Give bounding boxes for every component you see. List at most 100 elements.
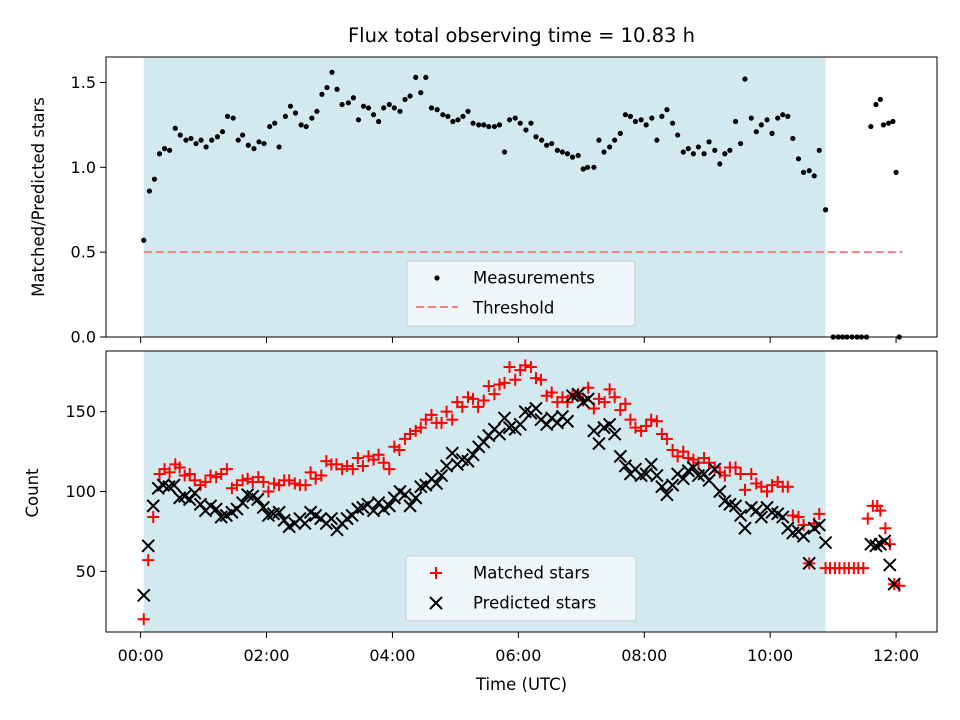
predicted-star-point: [209, 502, 223, 516]
measurement-point: [345, 100, 351, 106]
matched-star-point: [857, 562, 870, 575]
measurement-point: [544, 142, 550, 148]
measurement-point: [292, 110, 299, 116]
measurement-point: [607, 144, 613, 150]
matched-star-point: [792, 511, 805, 524]
measurement-point: [491, 123, 498, 130]
measurement-point: [654, 137, 660, 143]
measurement-point: [742, 76, 748, 82]
y-tick-label: 150: [65, 402, 96, 421]
measurement-point: [701, 151, 707, 157]
measurement-point: [146, 188, 153, 194]
measurement-point: [282, 113, 289, 119]
predicted-star-point: [513, 417, 527, 432]
matched-star-point: [346, 463, 359, 476]
matched-star-point: [183, 467, 196, 480]
measurement-point: [795, 156, 802, 162]
measurement-point: [539, 137, 545, 143]
measurement-point: [324, 84, 330, 91]
predicted-star-point: [644, 457, 658, 472]
measurement-point: [465, 108, 471, 114]
legend-predicted-label: Predicted stars: [473, 594, 596, 613]
measurement-point: [617, 130, 623, 136]
matched-star-point: [677, 445, 690, 458]
matched-star-point: [614, 404, 627, 417]
ratio-marks: [141, 69, 902, 340]
predicted-star-point: [587, 424, 601, 438]
matched-star-point: [446, 413, 459, 426]
measurement-point: [868, 123, 874, 130]
predicted-star-point: [776, 510, 790, 524]
measurement-point: [664, 107, 670, 113]
measurement-point: [481, 122, 487, 128]
measurement-point: [737, 140, 744, 147]
matched-star-point: [372, 448, 385, 461]
measurement-point: [769, 130, 775, 136]
measurement-point: [434, 107, 440, 113]
measurement-point: [151, 176, 158, 182]
measurement-point: [209, 137, 215, 143]
measurement-point: [885, 120, 892, 126]
measurement-point: [235, 137, 241, 143]
predicted-star-point: [738, 521, 752, 535]
measurement-point: [428, 105, 435, 111]
measurement-point: [272, 120, 278, 126]
measurement-point: [166, 147, 173, 153]
matched-star-point: [163, 466, 176, 479]
measurement-point: [319, 91, 325, 97]
measurement-point: [381, 105, 387, 111]
y-tick-label: 0.0: [71, 328, 96, 347]
predicted-star-point: [398, 487, 412, 502]
matched-star-point: [519, 359, 532, 372]
x-tick-label: 00:00: [118, 646, 164, 665]
matched-star-point: [498, 376, 511, 389]
y-tick-label: 1.0: [71, 158, 96, 177]
predicted-star-point: [324, 511, 339, 526]
matched-star-point: [861, 512, 874, 525]
predicted-star-point: [713, 484, 727, 499]
matched-star-point: [204, 469, 217, 482]
counts-panel: 50 100 150 00:00 02:00 04:00 06:00 08:00 10:00 1…: [23, 350, 938, 694]
measurement-point: [183, 137, 189, 143]
matched-star-point: [257, 475, 270, 488]
measurement-point: [370, 112, 377, 118]
measurement-point: [685, 146, 691, 152]
measurement-point: [476, 122, 482, 128]
matched-star-point: [883, 538, 896, 551]
measurement-point: [339, 101, 345, 108]
measurement-point: [873, 101, 879, 108]
matched-star-point: [220, 463, 233, 476]
measurement-point: [800, 169, 807, 175]
measurement-point: [601, 149, 607, 155]
y-tick-label: 100: [65, 482, 96, 501]
matched-star-point: [619, 397, 632, 410]
measurement-point: [161, 146, 168, 152]
x-tick-label: 06:00: [495, 646, 541, 665]
measurement-point: [758, 122, 764, 128]
predicted-star-point: [439, 459, 454, 473]
legend-measurements-marker: [434, 275, 440, 281]
predicted-star-point: [818, 535, 833, 550]
x-tick-label: 08:00: [621, 646, 667, 665]
matched-star-point: [414, 421, 427, 434]
measurement-point: [445, 113, 451, 119]
measurement-point: [816, 147, 822, 153]
measurement-point: [727, 147, 733, 153]
predicted-star-point: [878, 534, 892, 548]
ratio-legend: Measurements Threshold: [406, 260, 636, 327]
predicted-star-point: [235, 495, 250, 510]
measurement-point: [397, 108, 403, 114]
measurement-point: [575, 152, 581, 159]
measurement-point: [470, 120, 476, 126]
measurement-point: [402, 96, 408, 103]
matched-star-point: [477, 394, 490, 407]
measurement-point: [790, 135, 796, 142]
counts-x-axis: 00:00 02:00 04:00 06:00 08:00 10:00 12:00: [118, 632, 919, 665]
matched-star-point: [377, 456, 390, 469]
matched-star-point: [645, 413, 658, 426]
measurement-point: [649, 115, 655, 121]
measurement-point: [303, 123, 309, 130]
measurement-point: [690, 151, 696, 157]
measurement-point: [350, 95, 357, 101]
